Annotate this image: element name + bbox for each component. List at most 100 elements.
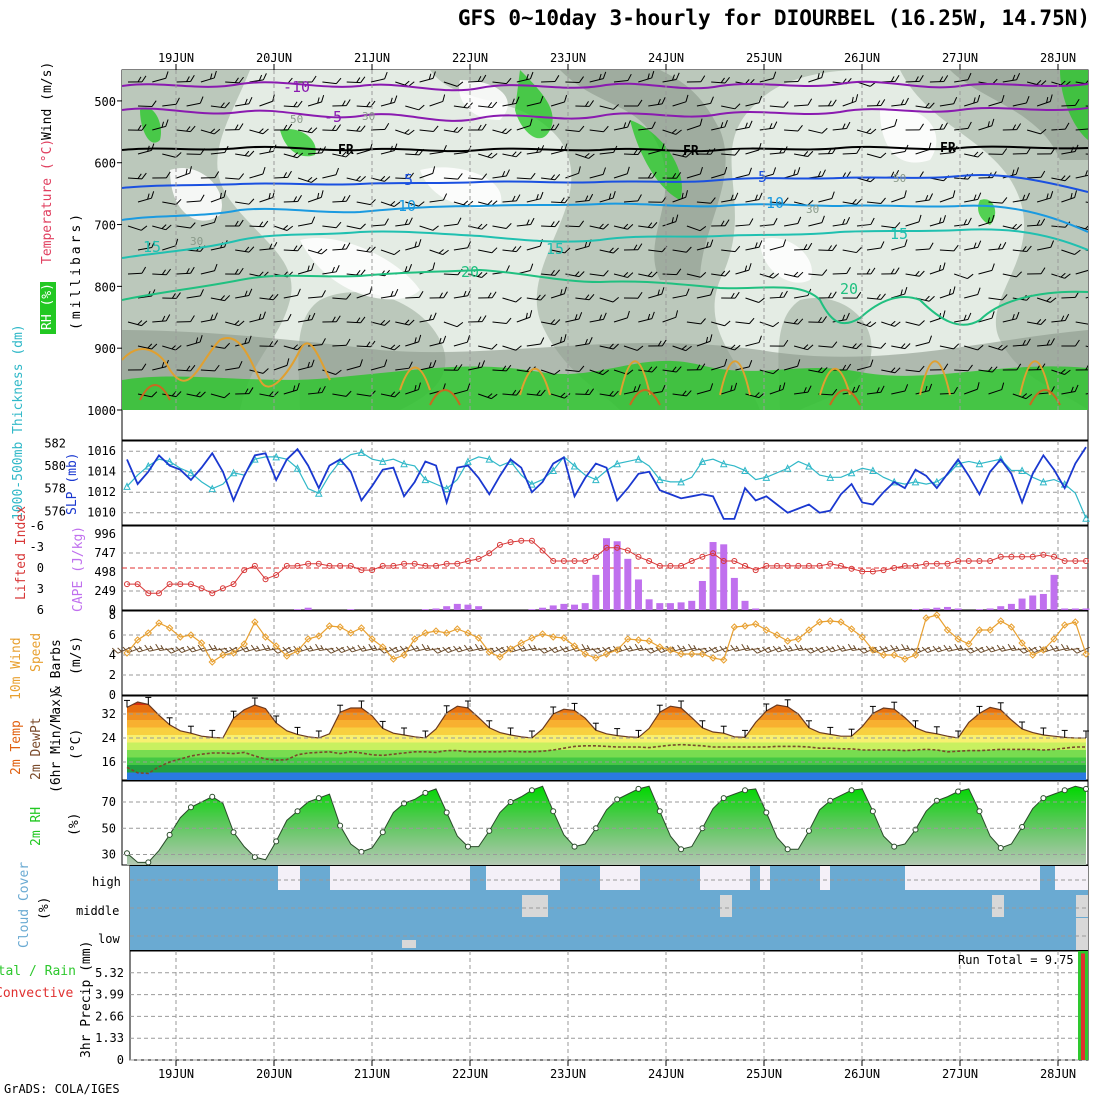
wind-barb	[526, 294, 546, 301]
wind-barb	[235, 150, 255, 157]
wind-barb	[346, 316, 366, 324]
rh2m-point	[997, 844, 1004, 851]
wind-barb	[905, 270, 925, 277]
wind-barb	[613, 166, 630, 179]
credit-label: GrADS: COLA/IGES	[4, 1082, 120, 1096]
wind-barb	[856, 217, 875, 227]
wind-barb	[881, 118, 898, 131]
wind-barb	[818, 191, 835, 203]
wind-barb	[638, 366, 658, 373]
lifted-index-point	[251, 562, 258, 569]
wind10m-speed-point	[1007, 623, 1016, 631]
cloud-middle-gray	[720, 895, 732, 917]
wind-barb	[478, 247, 498, 254]
rh-label-30-1: 30	[362, 110, 375, 123]
tick-label: 1012	[87, 485, 116, 499]
wind10m-speed-point	[773, 631, 781, 639]
wind-barb	[783, 359, 801, 371]
wind10m-speed-point	[155, 619, 163, 627]
contour-label-plus5-2: 5	[758, 168, 767, 186]
cape-bar	[1050, 574, 1058, 610]
rh2m-panel: 30 50 70	[102, 785, 1089, 866]
cape-bar	[656, 603, 664, 610]
cape-bar	[560, 603, 568, 610]
wind-barb	[686, 272, 707, 278]
wind-barb	[468, 123, 487, 131]
pressure-tick-label: 700	[94, 219, 116, 233]
lifted-index-point	[656, 562, 663, 569]
thickness-point	[698, 457, 707, 465]
wind-barb	[492, 169, 510, 179]
wind-barb	[380, 289, 399, 299]
wind-barb	[225, 267, 244, 275]
wind-barb	[429, 94, 446, 107]
lifted-index-point	[475, 555, 482, 562]
cape-bar	[954, 608, 962, 610]
thickness-point	[655, 475, 664, 484]
wind-barb	[516, 71, 534, 83]
wind-barb	[249, 166, 266, 179]
cape-bar	[581, 603, 589, 610]
wind10m-barb	[623, 644, 643, 652]
wind10m-speed-point	[410, 635, 419, 643]
wind-barb	[735, 167, 752, 179]
pressure-ticks: 500 600 700 800 900 1000	[87, 95, 122, 418]
wind-barb	[842, 343, 862, 350]
wind-barb	[443, 173, 463, 180]
wind-barb	[662, 214, 679, 227]
wind-barb	[443, 126, 464, 133]
wind10m-barb	[548, 646, 568, 654]
lifted-index-point	[422, 562, 429, 569]
wind10m-speed-point	[922, 614, 930, 622]
wind-barb	[346, 359, 363, 371]
wind10m-barb	[996, 644, 1016, 652]
wind-barb	[540, 369, 561, 375]
tick-label: 0	[109, 688, 116, 702]
pressure-tick-label: 600	[94, 157, 116, 171]
lifted-index-point	[614, 544, 621, 551]
lifted-index-point	[443, 560, 450, 567]
wind10m-speed-point	[347, 629, 355, 637]
cape-bar	[688, 600, 696, 610]
wind-barb	[672, 288, 690, 299]
cape-bar	[1071, 608, 1079, 610]
wind-barb	[964, 287, 981, 299]
wind-barb	[735, 317, 755, 325]
slp-ylabel: SLP (mb)	[65, 452, 80, 515]
wind-barb	[832, 217, 850, 227]
cloud-level-middle: middle	[76, 904, 119, 918]
thickness-point	[1018, 466, 1026, 475]
wind-barb	[832, 267, 851, 275]
cape-bar	[304, 607, 312, 610]
wind-barb	[307, 95, 325, 107]
wind10m-barb	[826, 645, 845, 653]
cape-bar	[933, 607, 941, 610]
wind-barb	[672, 94, 689, 107]
cape-bar	[293, 609, 301, 610]
wind-barb	[356, 100, 376, 108]
date-label-top: 20JUN	[256, 51, 292, 65]
cape-bar	[432, 608, 440, 610]
wind-barb	[818, 291, 837, 299]
wind-barb	[186, 96, 204, 107]
wind-barb	[152, 224, 172, 231]
wind-barb	[1036, 191, 1054, 203]
wind-barb	[589, 312, 607, 323]
wind-barb	[599, 191, 616, 203]
lifted-index-point	[667, 562, 674, 569]
wind-barb	[332, 99, 351, 107]
contour-label-fr-2: FR	[683, 144, 699, 159]
date-label-top: 24JUN	[648, 51, 684, 65]
wind-barb	[575, 100, 594, 107]
wind-barb	[308, 290, 326, 299]
rh2m-point	[358, 848, 365, 855]
rh2m-point	[443, 809, 450, 816]
thickness-point	[613, 459, 621, 468]
lifted-index-point	[859, 568, 866, 575]
wind-barb	[322, 315, 341, 323]
wind-barb	[954, 312, 972, 323]
wind-barb	[429, 291, 448, 299]
lifted-index-point	[262, 576, 269, 583]
wind-barb	[793, 344, 814, 351]
lifted-index-point	[315, 560, 322, 567]
